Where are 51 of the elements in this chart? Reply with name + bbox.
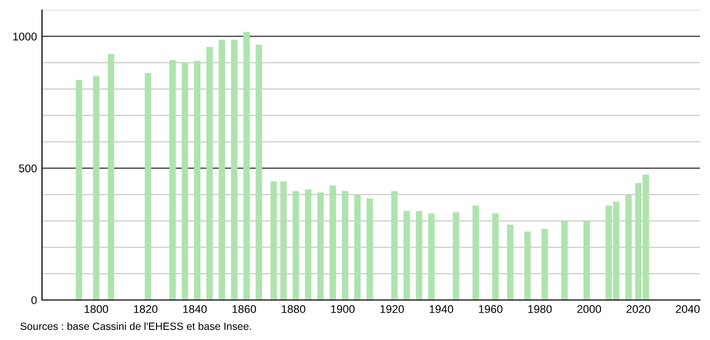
x-tick-label: 1920 xyxy=(380,305,404,314)
x-tick-label: 2000 xyxy=(577,305,602,314)
bar xyxy=(292,191,300,300)
bar xyxy=(243,32,250,300)
bar xyxy=(524,231,531,300)
x-tick-label: 1800 xyxy=(84,305,108,314)
bar xyxy=(583,220,590,300)
x-tick-label: 2040 xyxy=(676,305,700,314)
x-tick-label: 1900 xyxy=(331,305,355,314)
bar xyxy=(366,198,373,300)
x-tick-label: 1860 xyxy=(232,305,256,314)
y-tick-label: 500 xyxy=(19,164,37,172)
bar xyxy=(354,194,361,300)
bar xyxy=(256,44,262,300)
bar xyxy=(416,211,422,300)
y-tick-label: 0 xyxy=(31,296,37,304)
bar xyxy=(391,191,398,300)
x-tick-label: 1820 xyxy=(134,305,158,314)
bar xyxy=(144,73,152,300)
x-tick-label: 1980 xyxy=(528,305,552,314)
bar xyxy=(169,60,176,300)
x-tick-label: 1880 xyxy=(282,305,306,314)
bar xyxy=(404,210,410,300)
bar xyxy=(93,76,100,300)
x-tick-label: 1960 xyxy=(479,305,502,314)
bar xyxy=(76,80,82,300)
source-note: Sources : base Cassini de l'EHESS et base Insee. xyxy=(20,322,251,330)
bar xyxy=(108,54,114,300)
bar xyxy=(342,190,348,300)
bar xyxy=(206,46,213,300)
bar xyxy=(561,221,568,300)
bar xyxy=(182,62,188,300)
bar xyxy=(625,194,632,300)
bar xyxy=(492,214,499,300)
bar xyxy=(507,224,514,300)
bar xyxy=(428,214,435,300)
bar xyxy=(280,181,287,300)
bar xyxy=(542,228,548,300)
bar xyxy=(304,190,312,300)
bar xyxy=(270,181,277,300)
x-tick-label: 1840 xyxy=(183,305,207,314)
bar xyxy=(194,60,200,300)
bar xyxy=(472,206,479,300)
x-tick-label: 1940 xyxy=(430,305,454,314)
x-tick-label: 2020 xyxy=(626,305,650,314)
bar xyxy=(218,40,226,300)
bar xyxy=(452,212,460,300)
bar xyxy=(317,192,324,300)
y-tick-label: 1000 xyxy=(13,32,37,40)
bar xyxy=(330,186,336,300)
bar xyxy=(231,40,238,300)
